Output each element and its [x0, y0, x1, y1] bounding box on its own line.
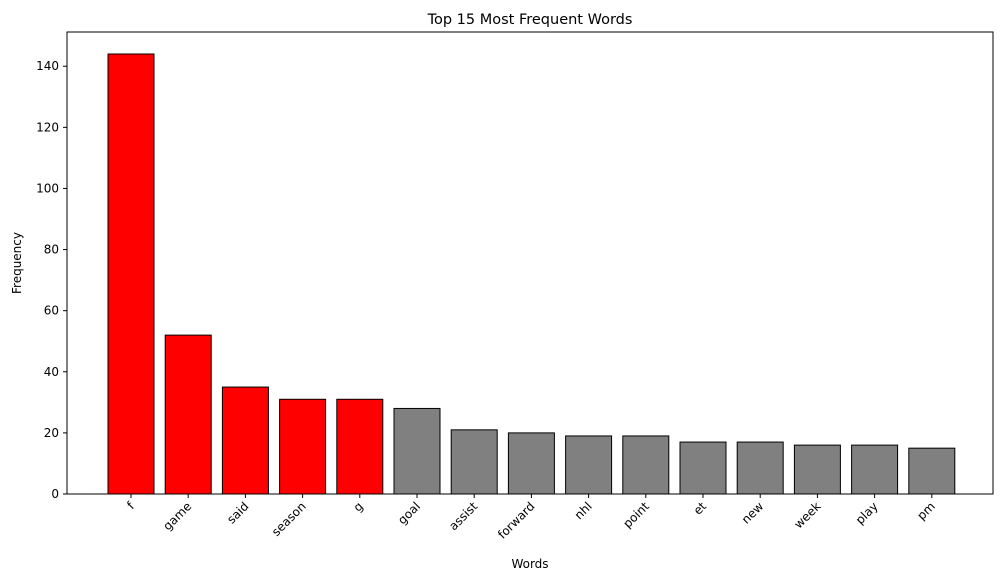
bar-point	[622, 435, 670, 495]
y-tick-label: 40	[44, 365, 59, 379]
x-tick-label: assist	[446, 499, 480, 533]
bar-game	[164, 334, 212, 495]
x-tick-label: said	[224, 499, 251, 526]
x-tick-label: forward	[495, 499, 537, 541]
chart-title: Top 15 Most Frequent Words	[427, 12, 633, 28]
x-tick-label: point	[620, 499, 652, 531]
bar-et	[679, 441, 727, 495]
bar-g	[336, 398, 384, 495]
x-tick-label: new	[739, 499, 767, 527]
bar-assist	[450, 429, 498, 495]
bar-week	[793, 444, 841, 495]
bar-new	[736, 441, 784, 495]
bar-forward	[507, 432, 555, 495]
y-tick-label: 20	[44, 426, 59, 440]
bar-play	[851, 444, 899, 495]
y-tick-label: 60	[44, 304, 59, 318]
x-tick-label: et	[691, 499, 710, 518]
bar-season	[279, 398, 327, 495]
y-axis-label: Frequency	[10, 232, 24, 294]
x-tick-label: goal	[395, 499, 423, 527]
x-axis: f game said season g goal assist forward nhl poin…	[124, 494, 938, 542]
plot-frame	[66, 31, 994, 495]
bar-nhl	[565, 435, 613, 495]
y-tick-label: 140	[36, 59, 59, 73]
y-tick-label: 80	[44, 243, 59, 257]
bars-group	[107, 53, 956, 495]
x-tick-label: play	[853, 499, 881, 527]
x-tick-label: season	[269, 499, 309, 539]
y-tick-label: 120	[36, 120, 59, 134]
bar-f	[107, 53, 155, 495]
y-tick-label: 100	[36, 181, 59, 195]
bar-goal	[393, 407, 441, 495]
x-tick-label: g	[351, 499, 366, 514]
x-tick-label: game	[160, 499, 194, 533]
x-tick-label: week	[791, 499, 823, 531]
y-axis: 0 20 40 60 80 100 120 140	[36, 59, 67, 501]
bar-said	[221, 386, 269, 495]
x-tick-label: pm	[914, 499, 938, 523]
x-axis-label: Words	[511, 557, 548, 571]
y-tick-label: 0	[51, 487, 59, 501]
x-tick-label: f	[124, 499, 137, 512]
x-tick-label: nhl	[572, 499, 595, 522]
bar-pm	[908, 447, 956, 495]
